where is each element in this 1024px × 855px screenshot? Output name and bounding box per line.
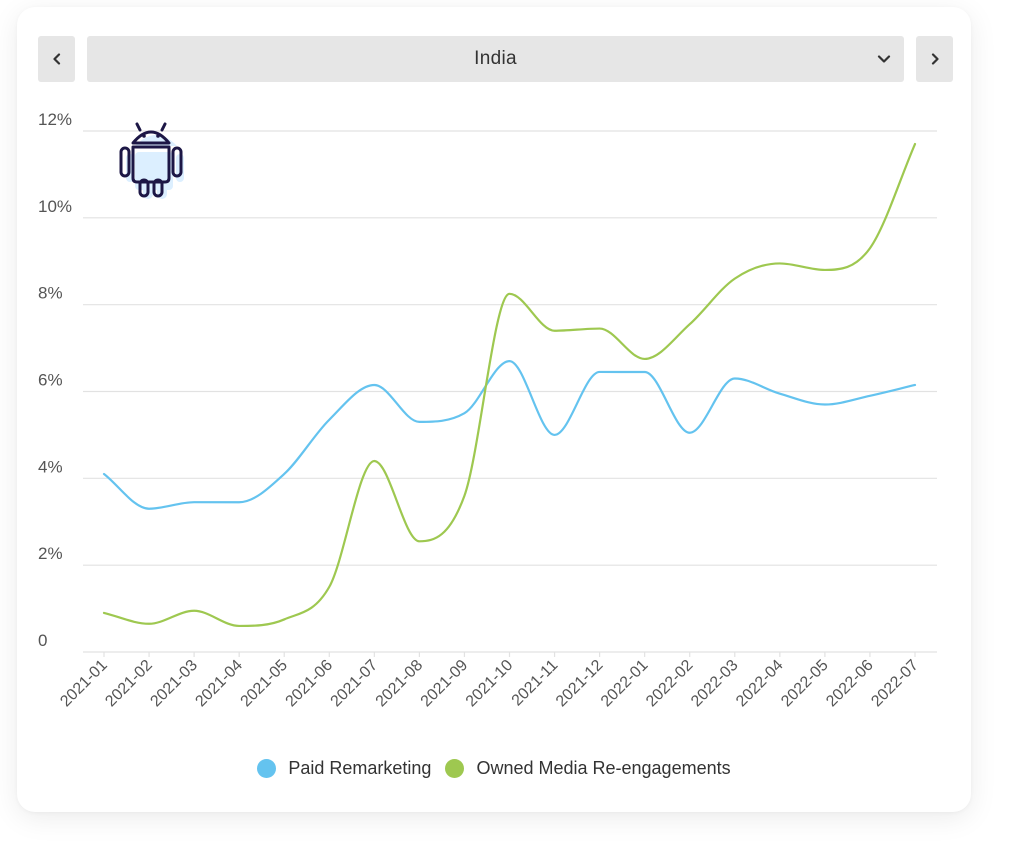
legend-label-owned: Owned Media Re-engagements	[476, 758, 731, 778]
series-lines	[102, 142, 917, 628]
legend-item-paid-remarketing[interactable]: Paid Remarketing	[257, 758, 431, 779]
previous-button[interactable]	[38, 36, 75, 82]
series-line-paid-remarketing[interactable]	[102, 360, 917, 510]
x-tick-label: 2021-09	[418, 657, 472, 711]
x-tick-label: 2021-10	[463, 657, 517, 711]
series-line-owned-media[interactable]	[102, 142, 917, 628]
x-tick-label: 2022-06	[823, 657, 877, 711]
chevron-left-icon	[52, 53, 60, 65]
next-button[interactable]	[916, 36, 953, 82]
chevron-right-icon	[931, 53, 939, 65]
x-tick-label: 2021-11	[509, 657, 562, 710]
x-tick-label: 2022-03	[688, 657, 742, 711]
y-tick-label: 0	[38, 631, 47, 650]
grid-lines	[83, 130, 937, 653]
country-select[interactable]: India	[87, 36, 904, 82]
chevron-down-icon	[877, 55, 891, 63]
legend: Paid Remarketing Owned Media Re-engageme…	[17, 758, 971, 779]
x-tick-label: 2021-06	[283, 657, 337, 711]
x-tick-label: 2021-01	[57, 657, 111, 711]
x-tick-label: 2021-03	[147, 657, 201, 711]
x-tick-label: 2021-07	[328, 657, 382, 711]
x-tick-label: 2022-05	[778, 657, 832, 711]
x-tick-label: 2022-02	[643, 657, 697, 711]
x-tick-label: 2022-04	[733, 657, 787, 711]
x-tick-label: 2021-04	[192, 657, 246, 711]
legend-item-owned-media[interactable]: Owned Media Re-engagements	[445, 758, 731, 779]
x-tick-label: 2022-07	[868, 657, 922, 711]
android-icon	[119, 122, 184, 199]
x-tick-label: 2022-01	[598, 657, 652, 711]
chart-card: India 0 2% 4% 6% 8% 10% 12% 2021-01 2021-02 2021…	[17, 7, 971, 812]
x-tick-label: 2021-08	[373, 657, 427, 711]
legend-dot-paid	[257, 759, 277, 778]
x-tick-label: 2021-02	[102, 657, 156, 711]
selected-country: India	[474, 48, 517, 69]
line-chart: 02%4%6%8%10%12% 2021-012021-022021-03202…	[38, 110, 937, 710]
y-tick-label: 12%	[38, 110, 72, 129]
x-axis: 2021-012021-022021-032021-042021-052021-…	[57, 652, 922, 710]
y-tick-label: 10%	[38, 197, 72, 216]
legend-label-paid: Paid Remarketing	[288, 758, 432, 778]
y-tick-label: 6%	[38, 371, 63, 390]
legend-dot-owned	[445, 759, 465, 778]
y-axis: 0 2% 4% 6% 8% 10% 12%	[38, 110, 72, 650]
x-tick-label: 2021-05	[238, 657, 292, 711]
y-tick-label: 2%	[38, 544, 63, 563]
y-tick-label: 8%	[38, 284, 63, 303]
y-tick-label: 4%	[38, 457, 63, 476]
x-tick-label: 2021-12	[553, 657, 607, 711]
